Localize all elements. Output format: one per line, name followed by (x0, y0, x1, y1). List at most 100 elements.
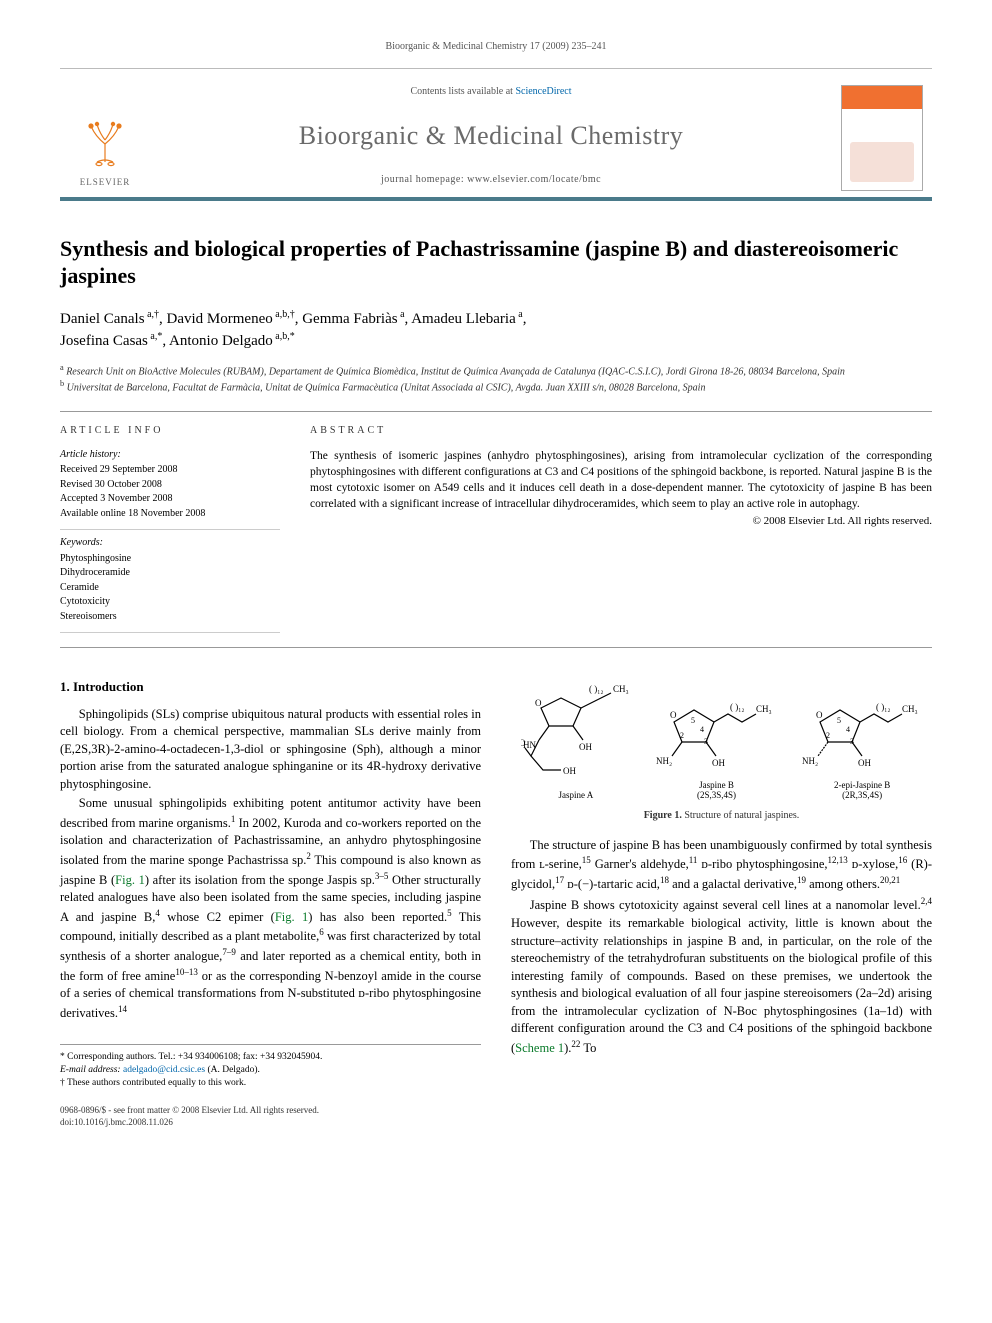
ref: 3–5 (375, 871, 389, 881)
ref: 7–9 (222, 947, 236, 957)
text-run: ᴅ-(−)-tartaric acid, (564, 877, 660, 891)
email-link[interactable]: adelgado@cid.csic.es (123, 1065, 205, 1075)
sciencedirect-link[interactable]: ScienceDirect (515, 86, 571, 97)
text-run: Garner's aldehyde, (591, 857, 689, 871)
text-run: Jaspine B shows cytotoxicity against sev… (530, 899, 921, 913)
contents-lists-line: Contents lists available at ScienceDirec… (160, 85, 822, 99)
section-heading-intro: 1. Introduction (60, 678, 481, 696)
homepage-url: www.elsevier.com/locate/bmc (467, 174, 601, 185)
text-run: whose C2 epimer ( (160, 910, 275, 924)
svg-text:OH: OH (712, 758, 725, 768)
abstract-heading: ABSTRACT (310, 424, 932, 438)
text-run: among others. (806, 877, 880, 891)
elsevier-tree-icon (75, 114, 135, 174)
ref: 10–13 (175, 967, 198, 977)
svg-text:OH: OH (563, 766, 576, 776)
svg-text:NH₂: NH₂ (802, 756, 818, 766)
homepage-prefix: journal homepage: (381, 174, 467, 185)
article-info-heading: ARTICLE INFO (60, 424, 280, 438)
body-column-left: 1. Introduction Sphingolipids (SLs) comp… (60, 678, 481, 1090)
ref: 18 (660, 875, 669, 885)
footnotes: * Corresponding authors. Tel.: +34 93400… (60, 1044, 481, 1089)
svg-text:( )₁₂: ( )₁₂ (730, 702, 745, 712)
email-who: (A. Delgado). (205, 1065, 260, 1075)
paragraph: Some unusual sphingolipids exhibiting po… (60, 795, 481, 1022)
structure-jaspine-a: ( )₁₂ CH₃ O HN OH OH O (521, 678, 631, 801)
paragraph: Sphingolipids (SLs) comprise ubiquitous … (60, 706, 481, 794)
svg-text:2: 2 (680, 731, 684, 740)
divider (60, 647, 932, 648)
svg-text:CH₃: CH₃ (756, 704, 772, 714)
figure-link[interactable]: Fig. 1 (275, 910, 308, 924)
structure-jaspine-b: O 5 2 4 3 ( )₁₂ CH₃ NH₂ (656, 688, 776, 801)
keyword: Dihydroceramide (60, 566, 280, 580)
contents-prefix: Contents lists available at (410, 86, 515, 97)
svg-text:O: O (816, 710, 823, 720)
footnote-email: E-mail address: adelgado@cid.csic.es (A.… (60, 1064, 481, 1077)
footnote-equal-contrib: † These authors contributed equally to t… (60, 1077, 481, 1090)
text-run: To (580, 1041, 596, 1055)
ref: 14 (118, 1004, 127, 1014)
keywords-label: Keywords: (60, 536, 280, 550)
front-matter-line: 0968-0896/$ - see front matter © 2008 El… (60, 1104, 932, 1116)
article-title: Synthesis and biological properties of P… (60, 235, 932, 290)
text-run: ᴅ-ribo phytosphingosine, (697, 857, 827, 871)
svg-text:O: O (670, 710, 677, 720)
abstract-text: The synthesis of isomeric jaspines (anhy… (310, 448, 932, 512)
history-revised: Revised 30 October 2008 (60, 478, 280, 492)
publisher-name: ELSEVIER (80, 176, 131, 188)
text-run: ) after its isolation from the sponge Ja… (145, 873, 375, 887)
svg-text:NH₂: NH₂ (656, 756, 672, 766)
running-head: Bioorganic & Medicinal Chemistry 17 (200… (60, 40, 932, 54)
ref: 19 (797, 875, 806, 885)
figure-link[interactable]: Fig. 1 (115, 873, 145, 887)
text-run: ᴅ-xylose, (848, 857, 898, 871)
paragraph: Jaspine B shows cytotoxicity against sev… (511, 895, 932, 1057)
email-label: E-mail address: (60, 1065, 123, 1075)
abstract-copyright: © 2008 Elsevier Ltd. All rights reserved… (310, 514, 932, 529)
text-run: ) has also been reported. (308, 910, 447, 924)
ref: 20,21 (880, 875, 900, 885)
structure-config: (2S,3S,4S) (656, 791, 776, 801)
keyword: Ceramide (60, 581, 280, 595)
paragraph: The structure of jaspine B has been unam… (511, 837, 932, 894)
svg-text:4: 4 (700, 725, 704, 734)
keyword: Cytotoxicity (60, 595, 280, 609)
structure-config: (2R,3S,4S) (802, 791, 922, 801)
structure-label: Jaspine A (521, 791, 631, 801)
svg-text:5: 5 (837, 716, 841, 725)
figure-number: Figure 1. (644, 810, 682, 821)
article-history-label: Article history: (60, 448, 280, 462)
publisher-logo-block: ELSEVIER (60, 79, 150, 197)
svg-text:O: O (521, 738, 526, 748)
scheme-link[interactable]: Scheme 1 (515, 1041, 564, 1055)
page-footer: 0968-0896/$ - see front matter © 2008 El… (60, 1104, 932, 1128)
body-column-right: ( )₁₂ CH₃ O HN OH OH O (511, 678, 932, 1090)
svg-text:OH: OH (579, 742, 592, 752)
svg-text:OH: OH (858, 758, 871, 768)
text-run: However, despite its remarkable biologic… (511, 916, 932, 1055)
svg-text:O: O (535, 698, 542, 708)
ref: 15 (582, 855, 591, 865)
history-accepted: Accepted 3 November 2008 (60, 492, 280, 506)
figure-1: ( )₁₂ CH₃ O HN OH OH O (511, 678, 932, 822)
journal-masthead: ELSEVIER Contents lists available at Sci… (60, 68, 932, 201)
journal-homepage-line: journal homepage: www.elsevier.com/locat… (160, 173, 822, 187)
history-online: Available online 18 November 2008 (60, 507, 280, 521)
divider (60, 411, 932, 412)
svg-text:5: 5 (691, 716, 695, 725)
ref: 16 (898, 855, 907, 865)
journal-name: Bioorganic & Medicinal Chemistry (160, 118, 822, 153)
svg-text:2: 2 (826, 731, 830, 740)
svg-text:4: 4 (846, 725, 850, 734)
figure-caption: Figure 1. Structure of natural jaspines. (511, 809, 932, 823)
abstract-column: ABSTRACT The synthesis of isomeric jaspi… (310, 424, 932, 637)
affiliation-a: Research Unit on BioActive Molecules (RU… (66, 366, 845, 377)
journal-cover-thumbnail (841, 85, 923, 191)
affiliations: a Research Unit on BioActive Molecules (… (60, 362, 932, 396)
affiliation-b: Universitat de Barcelona, Facultat de Fa… (67, 383, 706, 394)
keyword: Phytosphingosine (60, 552, 280, 566)
ref: 17 (555, 875, 564, 885)
article-info-column: ARTICLE INFO Article history: Received 2… (60, 424, 280, 637)
ref: 2,4 (921, 896, 932, 906)
